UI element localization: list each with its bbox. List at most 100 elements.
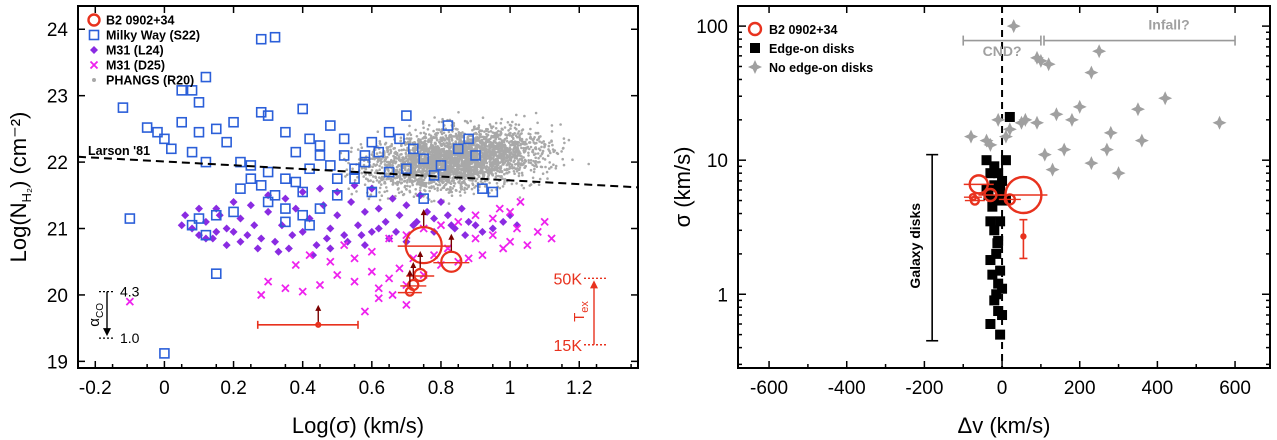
legend-label: Edge-on disks xyxy=(769,42,854,56)
m31-l24-point xyxy=(298,187,307,196)
milky-way-point xyxy=(186,85,198,96)
phangs-point xyxy=(430,200,433,203)
edge-on-point xyxy=(989,180,1000,191)
m31-d25-point xyxy=(384,274,394,283)
phangs-point xyxy=(463,168,467,171)
phangs-point xyxy=(538,177,542,181)
tex-arrowhead xyxy=(590,280,598,289)
m31-d25-point xyxy=(436,221,446,230)
phangs-point xyxy=(532,170,536,174)
milky-way-point xyxy=(221,136,232,148)
phangs-point xyxy=(472,168,476,171)
m31-l24-point xyxy=(478,227,487,236)
m31-d25-point xyxy=(505,237,515,246)
phangs-point xyxy=(474,161,477,165)
edge-on-point xyxy=(995,216,1006,227)
phangs-point xyxy=(464,177,467,181)
phangs-point xyxy=(422,126,425,130)
phangs-point xyxy=(385,189,389,193)
phangs-point xyxy=(453,182,457,185)
left-plot-frame xyxy=(77,5,639,369)
phangs-point xyxy=(540,165,544,169)
phangs-point xyxy=(393,157,396,161)
m31-d25-point xyxy=(367,247,376,256)
phangs-point xyxy=(418,147,422,150)
edge-on-point xyxy=(989,295,1000,306)
milky-way-point xyxy=(338,150,350,161)
phangs-point xyxy=(511,120,514,124)
phangs-point xyxy=(397,158,401,162)
phangs-point xyxy=(503,177,507,181)
phangs-point xyxy=(471,160,474,164)
phangs-point xyxy=(393,146,397,150)
phangs-point xyxy=(423,188,426,192)
m31-d25-point xyxy=(516,197,525,207)
phangs-point xyxy=(465,155,469,158)
phangs-point xyxy=(457,141,461,144)
no-edge-on-point xyxy=(1049,107,1064,122)
phangs-point xyxy=(467,150,471,154)
phangs-point xyxy=(523,114,526,118)
phangs-point xyxy=(454,132,458,136)
edge-on-point xyxy=(985,319,996,330)
phangs-point xyxy=(378,198,382,202)
m31-l24-point xyxy=(488,224,497,233)
phangs-point xyxy=(561,147,565,150)
phangs-point xyxy=(527,161,531,164)
phangs-point xyxy=(450,162,453,165)
phangs-point xyxy=(392,154,395,158)
phangs-point xyxy=(485,132,488,136)
phangs-point xyxy=(385,172,389,175)
milky-way-point xyxy=(373,146,385,158)
milky-way-point xyxy=(349,173,360,184)
m31-d25-point xyxy=(374,294,383,303)
phangs-point xyxy=(388,162,391,166)
phangs-point xyxy=(547,148,550,151)
milky-way-point xyxy=(418,193,429,204)
phangs-point xyxy=(536,121,539,125)
m31-l24-point xyxy=(367,227,376,236)
phangs-point xyxy=(529,145,533,149)
no-edge-on-point xyxy=(1057,142,1072,157)
m31-l24-point xyxy=(288,231,297,240)
phangs-point xyxy=(383,158,387,162)
phangs-point xyxy=(472,127,476,131)
tex-axis-label: Tex xyxy=(571,301,591,322)
phangs-point xyxy=(507,133,510,136)
m31-d25-point xyxy=(360,307,370,316)
phangs-point xyxy=(399,153,402,156)
phangs-point xyxy=(442,131,446,135)
phangs-point xyxy=(389,151,392,155)
phangs-point xyxy=(400,148,404,152)
phangs-point xyxy=(458,190,462,194)
phangs-point xyxy=(374,176,378,179)
phangs-point xyxy=(499,165,502,169)
phangs-point xyxy=(479,145,483,148)
phangs-point xyxy=(487,155,491,159)
phangs-point xyxy=(497,155,501,158)
m31-l24-point xyxy=(281,194,290,203)
phangs-point xyxy=(405,137,409,140)
phangs-point xyxy=(450,179,454,182)
milky-way-point xyxy=(325,160,336,171)
phangs-point xyxy=(492,168,496,171)
phangs-point xyxy=(455,189,458,192)
phangs-point xyxy=(499,121,503,125)
phangs-point xyxy=(389,145,392,148)
phangs-point xyxy=(528,184,532,187)
right-plot-frame xyxy=(737,5,1271,369)
milky-way-point xyxy=(193,126,205,138)
m31-d25-point xyxy=(512,224,522,233)
phangs-point xyxy=(467,145,471,148)
phangs-point xyxy=(563,141,566,145)
phangs-point xyxy=(441,143,444,146)
galaxy-disks-label: Galaxy disks xyxy=(907,203,923,289)
phangs-point xyxy=(360,171,364,175)
left-x-tick-label: 0 xyxy=(159,378,170,399)
phangs-point xyxy=(427,167,431,170)
phangs-point xyxy=(430,186,433,190)
m31-l24-point xyxy=(360,241,369,250)
phangs-point xyxy=(516,144,520,147)
phangs-point xyxy=(493,166,497,169)
